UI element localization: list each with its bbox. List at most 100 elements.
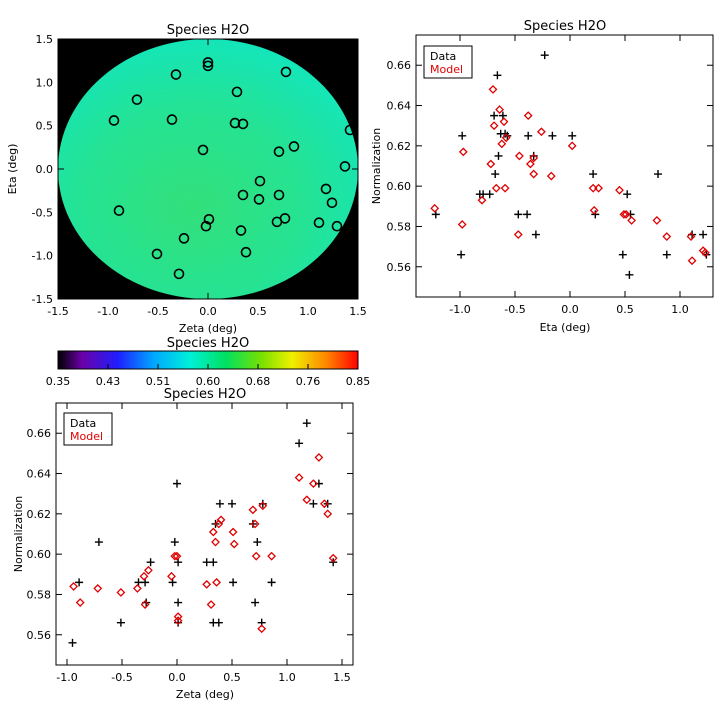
map-pointing-marker (237, 189, 249, 201)
map-pointing-marker (331, 220, 343, 232)
scatter-2-xtick-label: 0.5 (616, 303, 634, 316)
data-point-plus (491, 170, 500, 179)
data-point-plus (248, 519, 257, 528)
model-point-diamond (529, 153, 539, 163)
map-ylabel: Eta (deg) (6, 144, 19, 195)
map-pointing-marker (203, 213, 215, 225)
model-point-diamond (323, 509, 333, 519)
data-point-plus (168, 578, 177, 587)
data-point-plus (170, 538, 179, 547)
model-point-diamond (167, 571, 176, 581)
eta-scatter-ylabel: Normalization (370, 128, 383, 204)
map-pointing-marker (202, 57, 214, 68)
model-point-diamond (621, 209, 631, 219)
colorbar-title: Species H2O (167, 336, 249, 351)
model-point-diamond (501, 133, 511, 143)
map-pointing-marker (197, 144, 209, 156)
model-point-diamond (206, 600, 216, 609)
model-point-diamond (140, 600, 150, 609)
model-point-diamond (495, 105, 505, 114)
data-point-plus (295, 439, 304, 448)
data-point-plus (146, 558, 155, 567)
data-point-plus (229, 578, 238, 587)
eta-legend-box (423, 45, 473, 79)
model-point-diamond (314, 452, 324, 462)
data-point-plus (548, 131, 557, 140)
scatter-3-ytick-label: 0.60 (27, 548, 52, 561)
map-pointing-marker (339, 161, 351, 172)
map-pointing-marker (173, 268, 185, 280)
model-point-diamond (458, 147, 468, 157)
map-pointing-marker (231, 86, 243, 98)
model-point-diamond (250, 519, 260, 529)
data-point-plus (662, 250, 671, 259)
data-point-plus (529, 151, 538, 160)
data-point-plus (654, 170, 662, 179)
colorbar-tick-label: 0.76 (296, 375, 321, 388)
model-point-diamond (491, 183, 501, 193)
map-ytick-label: -1.5 (32, 293, 53, 306)
data-point-plus (141, 578, 150, 587)
map-pointing-marker (131, 94, 143, 105)
map-xtick-label: -1.0 (97, 305, 118, 318)
scatter-2-xtick-label: -1.0 (449, 303, 470, 316)
map-pointing-marker (313, 217, 325, 229)
model-point-diamond (170, 551, 180, 561)
map-title: Species H2O (167, 23, 249, 38)
scatter-2-ytick-label: 0.64 (387, 100, 412, 113)
map-pointing-marker (240, 246, 252, 258)
zeta-legend-data: Data (70, 417, 96, 430)
map-pointing-marker (237, 118, 249, 130)
model-point-diamond (486, 159, 496, 169)
eta-scatter-xlabel: Eta (deg) (540, 321, 591, 334)
map-xlabel: Zeta (deg) (179, 322, 237, 335)
map-field (58, 39, 358, 299)
scatter-2-xtick-label: 1.0 (671, 303, 689, 316)
map-xtick-label: 1.5 (349, 305, 367, 318)
data-point-plus (209, 558, 218, 567)
data-point-plus (75, 578, 84, 587)
data-point-plus (531, 230, 540, 239)
model-point-diamond (319, 499, 329, 509)
map-xtick-label: -1.5 (47, 305, 68, 318)
model-point-diamond (529, 169, 539, 179)
colorbar-tick-label: 0.35 (46, 375, 71, 388)
map-pointing-marker (170, 69, 182, 80)
data-point-plus (174, 558, 183, 567)
data-point-plus (116, 618, 125, 627)
data-point-plus (523, 210, 532, 219)
model-point-diamond (294, 473, 304, 482)
data-point-plus (493, 71, 502, 80)
scatter-3-ytick-label: 0.62 (27, 508, 52, 521)
model-point-diamond (523, 111, 533, 121)
model-point-diamond (488, 84, 498, 94)
map-ytick-label: -0.5 (32, 206, 53, 219)
zeta-scatter-title: Species H2O (164, 387, 246, 402)
model-point-diamond (93, 583, 103, 593)
map-pointing-marker (108, 115, 120, 126)
model-point-diamond (497, 139, 507, 149)
data-point-plus (302, 419, 311, 428)
data-point-plus (490, 111, 499, 120)
model-point-diamond (589, 205, 599, 215)
model-point-diamond (211, 537, 220, 547)
model-point-diamond (308, 479, 318, 489)
data-point-plus (68, 638, 77, 647)
data-point-plus (524, 131, 533, 140)
zeta-scatter-panel: Species H2O -1.0 -0.5 0.0 0.5 1.0 1.5 0.56 0.5… (12, 387, 354, 701)
map-xtick-label: 0.5 (249, 305, 267, 318)
model-point-diamond (267, 551, 277, 561)
map-pointing-marker (178, 233, 190, 244)
model-point-diamond (499, 117, 509, 127)
data-point-plus (699, 230, 708, 239)
map-ytick-label: 0.0 (36, 163, 54, 176)
scatter-3-xtick-label: 1.5 (333, 671, 351, 684)
zeta-legend-model: Model (70, 430, 103, 443)
data-point-plus (618, 250, 627, 259)
model-point-diamond (212, 577, 222, 587)
scatter-3-xtick-label: 0.0 (168, 671, 186, 684)
scatter-3-ytick-label: 0.64 (27, 468, 52, 481)
scatter-2-ytick-label: 0.60 (387, 180, 412, 193)
zeta-legend-box (63, 412, 113, 446)
